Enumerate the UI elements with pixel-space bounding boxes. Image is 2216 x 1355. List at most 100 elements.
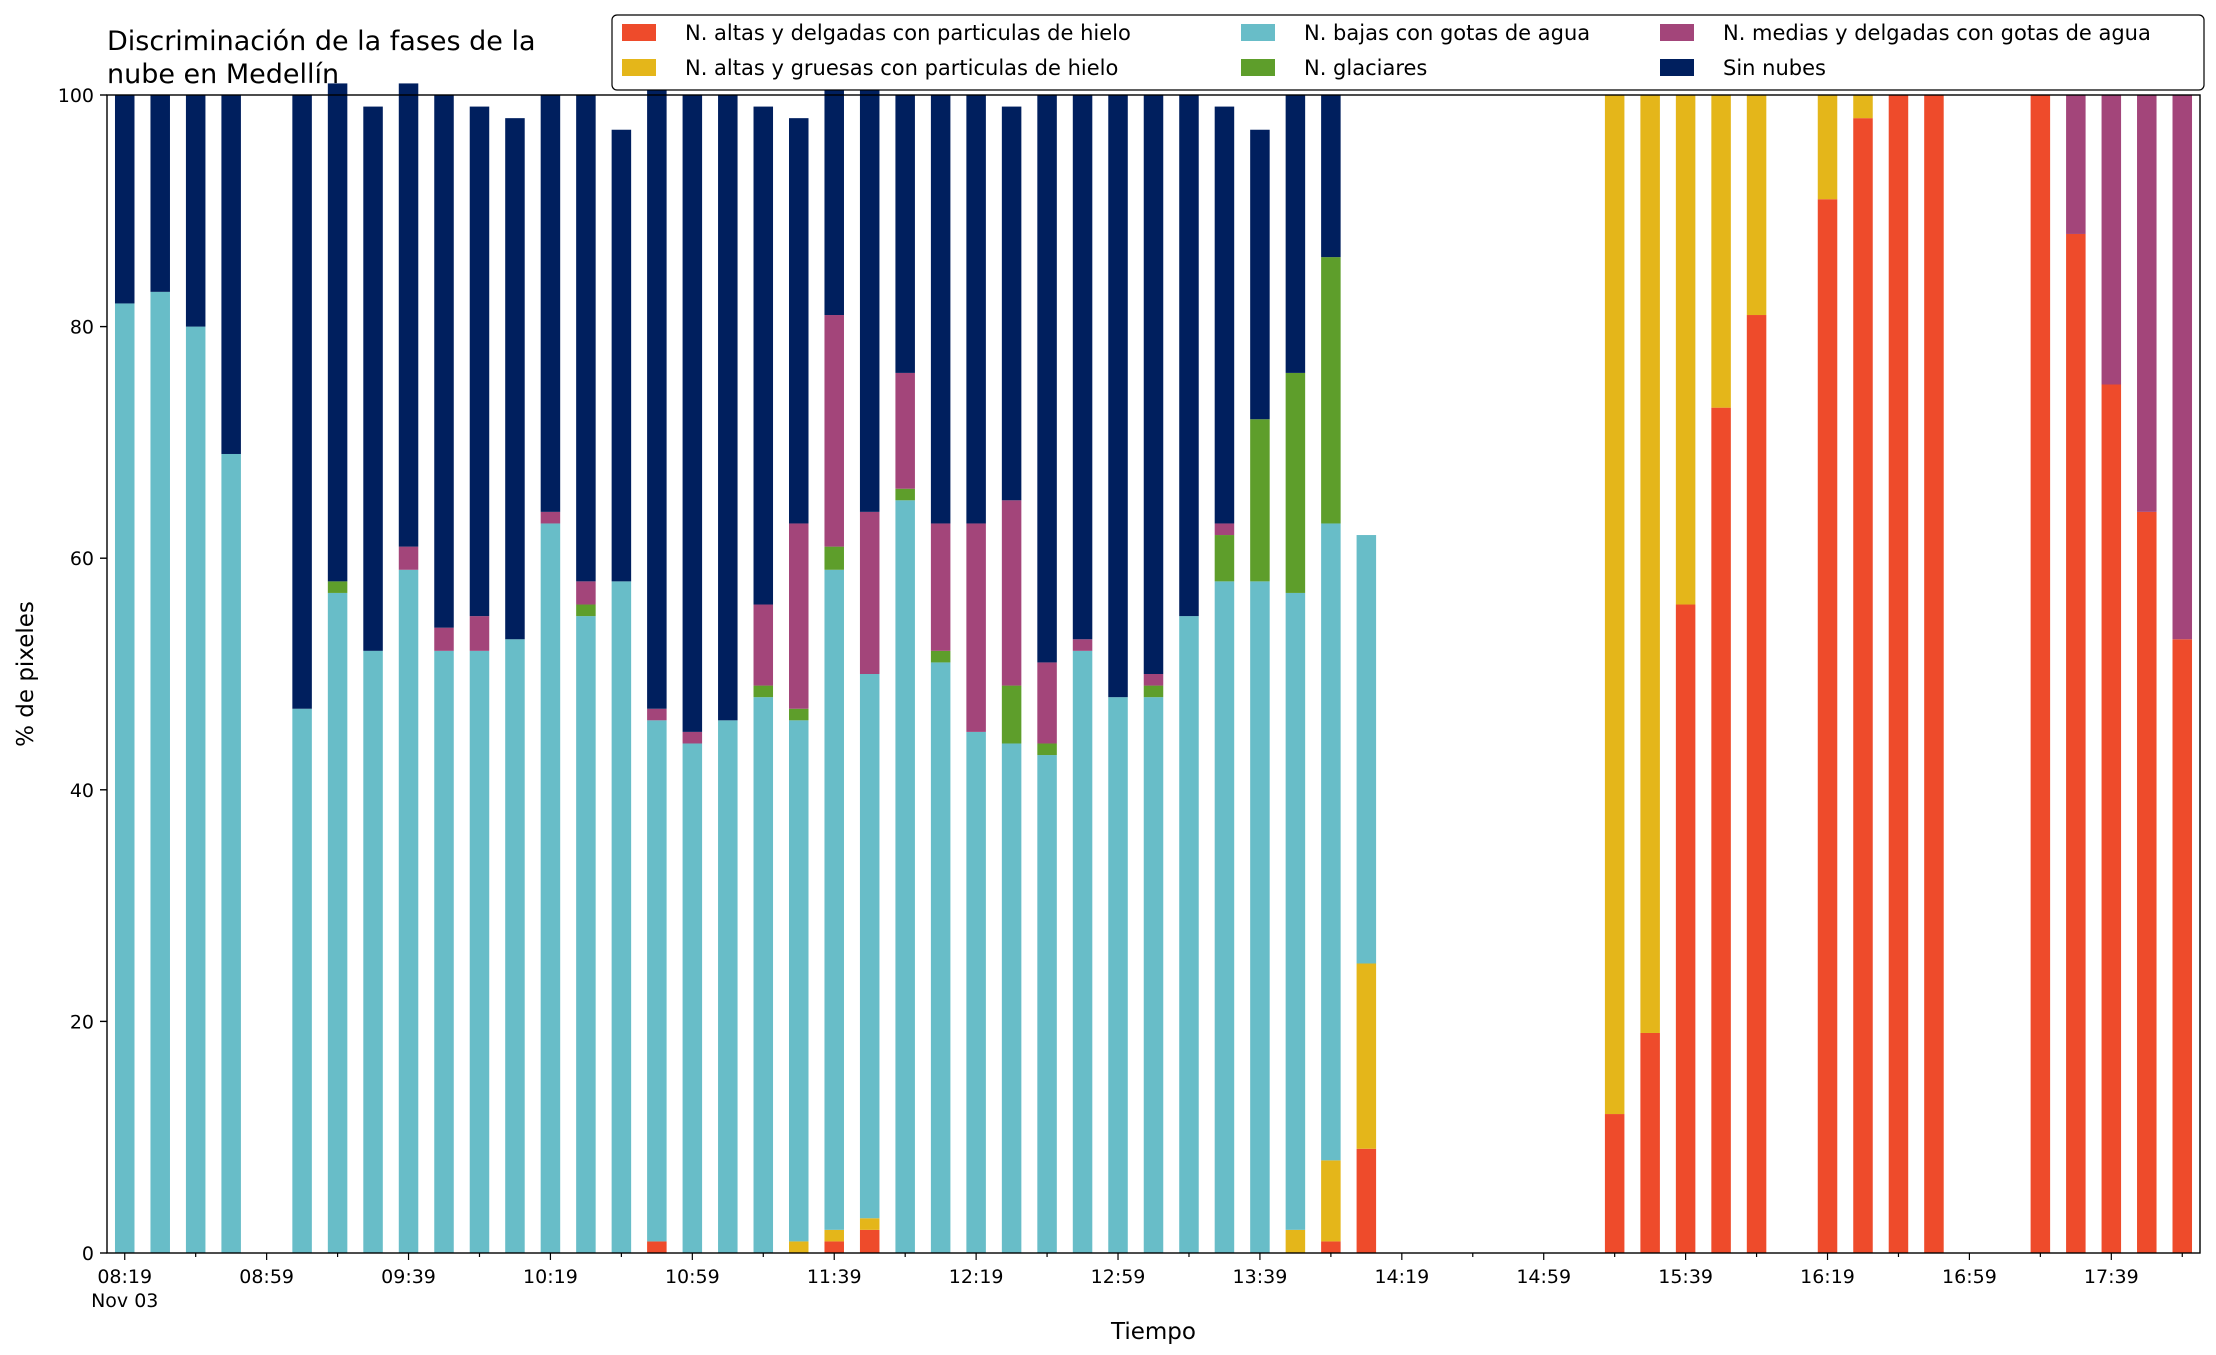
bar-segment-glaciated [576,604,596,617]
bar-segment-low_water [647,720,667,1242]
y-tick-label: 40 [70,780,94,802]
bar-segment-high_thin_ice [2172,639,2193,1253]
legend-entry-label: N. altas y delgadas con particulas de hi… [685,21,1131,45]
bar-segment-low_water [824,569,844,1230]
bar-segment-mid_thin_water [647,708,667,721]
bar-segment-high_thin_ice [2101,384,2122,1253]
bar-segment-glaciated [1143,685,1164,698]
bar-segment-mid_thin_water [1001,500,1022,686]
bar-segment-glaciated [1001,685,1022,744]
bar-segment-low_water [1321,523,1341,1161]
x-tick-label: 14:19 [1374,1266,1429,1288]
bar-segment-high_thin_ice [1604,1114,1625,1253]
bar-segment-clear [1321,95,1341,258]
x-tick-label: 15:39 [1658,1266,1713,1288]
chart-title-line: Discriminación de la fases de la [107,26,536,57]
bar-segment-high_thin_ice [2030,95,2051,1253]
bar-segment-high_thin_ice [2066,233,2086,1253]
bar-segment-glaciated [327,581,348,593]
bar-segment-high_thick_ice [1604,95,1625,1115]
legend-swatch-high_thick_ice [622,59,656,76]
bar-segment-high_thin_ice [1675,604,1696,1253]
chart-title-line: nube en Medellín [107,59,339,90]
plot-frame [106,94,2201,1254]
bar-segment-high_thick_ice [859,1218,880,1230]
bar-segment-low_water [682,743,703,1253]
legend-entry-label: N. glaciares [1304,56,1427,80]
bar-segment-high_thin_ice [1746,315,1767,1253]
bar-segment-low_water [859,674,880,1219]
x-axis-label: Tiempo [1110,1319,1196,1345]
bar-segment-low_water [1108,697,1128,1253]
bar-segment-mid_thin_water [469,616,490,651]
bar-segment-high_thick_ice [1321,1160,1341,1242]
bar-segment-glaciated [930,650,951,663]
bar-segment-low_water [576,616,596,1253]
legend-swatch-low_water [1241,24,1275,41]
x-tick-label: 08:19 [97,1266,152,1288]
bar-segment-glaciated [1285,372,1306,593]
bar-segment-clear [434,95,454,628]
bar-segment-mid_thin_water [576,581,596,605]
bar-segment-low_water [1001,743,1022,1253]
x-tick-label: 08:59 [239,1266,294,1288]
legend-box [611,14,2205,91]
bar-segment-clear [185,95,206,327]
bar-segment-clear [718,95,738,721]
bar-segment-high_thin_ice [1356,1148,1377,1253]
bar-segment-low_water [1143,697,1164,1253]
bar-segment-low_water [718,720,738,1253]
bar-segment-mid_thin_water [2172,95,2193,640]
y-tick-label: 20 [70,1011,94,1033]
bar-segment-low_water [1250,581,1270,1253]
bar-segment-low_water [1285,592,1306,1230]
bar-segment-clear [114,95,135,304]
bar-segment-high_thick_ice [1675,95,1696,605]
bar-segment-low_water [363,650,383,1253]
bar-segment-clear [1214,106,1235,524]
bar-segment-low_water [150,291,170,1253]
bar-segment-mid_thin_water [824,315,844,547]
bar-segment-clear [469,106,490,617]
bar-segment-mid_thin_water [1143,674,1164,686]
bar-segment-low_water [1214,581,1235,1253]
bar-segment-high_thick_ice [1746,95,1767,316]
bars-layer [114,71,2193,1254]
bar-segment-clear [611,129,632,582]
bar-segment-clear [1250,129,1270,420]
y-tick-label: 80 [70,317,94,339]
bar-segment-glaciated [753,685,774,698]
y-axis: 0 20 40 60 80 100 [58,85,107,1265]
x-tick-label: 10:19 [523,1266,578,1288]
bar-segment-glaciated [1214,535,1235,582]
bar-segment-high_thick_ice [789,1241,809,1253]
bar-segment-mid_thin_water [434,627,454,651]
bar-segment-clear [327,83,348,582]
bar-segment-clear [1072,95,1093,640]
bar-segment-high_thick_ice [1711,95,1731,408]
bar-segment-clear [150,95,170,292]
legend-swatch-glaciated [1241,59,1275,76]
bar-segment-low_water [789,720,809,1242]
legend-swatch-high_thin_ice [622,24,656,41]
bar-segment-low_water [930,662,951,1253]
legend-entry-label: N. bajas con gotas de agua [1304,21,1590,45]
bar-segment-clear [1179,95,1199,617]
bar-segment-mid_thin_water [682,731,703,744]
bar-segment-mid_thin_water [895,372,915,489]
bar-segment-high_thick_ice [1285,1229,1306,1253]
bar-segment-clear [682,95,703,732]
bar-segment-clear [221,95,241,454]
bar-segment-mid_thin_water [1037,662,1057,744]
bar-segment-low_water [434,650,454,1253]
bar-segment-low_water [1037,755,1057,1253]
x-tick-label: 17:39 [2084,1266,2139,1288]
bar-segment-low_water [753,697,774,1253]
x-tick-label: 16:19 [1800,1266,1855,1288]
bar-segment-high_thin_ice [647,1241,667,1253]
bar-segment-low_water [505,639,525,1253]
legend-swatch-clear [1660,59,1694,76]
x-tick-label: 12:19 [949,1266,1004,1288]
